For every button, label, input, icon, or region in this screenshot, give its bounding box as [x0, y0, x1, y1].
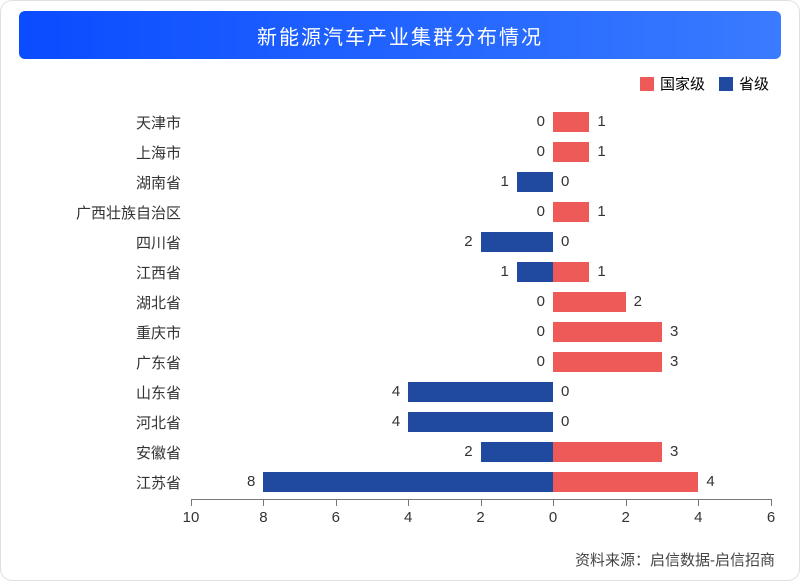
axis-tick — [263, 499, 264, 506]
chart-row: 重庆市 0 3 — [1, 317, 800, 347]
value-label-left: 1 — [500, 172, 508, 192]
value-label-left: 0 — [537, 142, 545, 162]
value-label-left: 0 — [537, 352, 545, 372]
bar-national — [553, 112, 589, 132]
category-label: 河北省 — [136, 412, 181, 433]
value-label-right: 0 — [561, 382, 569, 402]
chart-row: 广西壮族自治区 0 1 — [1, 197, 800, 227]
axis-tick-label: 0 — [549, 509, 557, 526]
legend-swatch — [640, 77, 654, 91]
value-label-left: 2 — [464, 442, 472, 462]
category-label: 广西壮族自治区 — [76, 202, 181, 223]
axis-tick — [698, 499, 699, 506]
category-label: 上海市 — [136, 142, 181, 163]
value-label-right: 3 — [670, 352, 678, 372]
value-label-left: 4 — [392, 382, 400, 402]
category-label: 广东省 — [136, 352, 181, 373]
bar-provincial — [263, 472, 553, 492]
chart-row: 江苏省 8 4 — [1, 467, 800, 497]
value-label-left: 1 — [500, 262, 508, 282]
bar-national — [553, 202, 589, 222]
chart-container: 新能源汽车产业集群分布情况 国家级省级 1086420246 天津市01上海市0… — [0, 0, 800, 581]
legend: 国家级 省级 — [640, 73, 769, 94]
value-label-left: 0 — [537, 112, 545, 132]
value-label-right: 0 — [561, 172, 569, 192]
bar-national — [553, 442, 662, 462]
axis-tick-label: 2 — [621, 509, 629, 526]
axis-tick-label: 10 — [183, 509, 200, 526]
chart-row: 河北省 4 0 — [1, 407, 800, 437]
value-label-right: 2 — [634, 292, 642, 312]
category-label: 江西省 — [136, 262, 181, 283]
axis-tick — [553, 499, 554, 506]
legend-item: 省级 — [719, 73, 769, 94]
value-label-right: 1 — [597, 262, 605, 282]
value-label-right: 1 — [597, 202, 605, 222]
bar-provincial — [408, 382, 553, 402]
bar-provincial — [408, 412, 553, 432]
value-label-left: 2 — [464, 232, 472, 252]
category-label: 天津市 — [136, 112, 181, 133]
legend-swatch — [719, 77, 733, 91]
axis-tick — [626, 499, 627, 506]
category-label: 山东省 — [136, 382, 181, 403]
bar-provincial — [517, 262, 553, 282]
axis-tick — [481, 499, 482, 506]
value-label-right: 1 — [597, 142, 605, 162]
chart-plot-area: 1086420246 天津市01上海市01湖南省10广西壮族自治区01四川省20… — [1, 101, 800, 531]
bar-national — [553, 472, 698, 492]
axis-tick — [408, 499, 409, 506]
bar-national — [553, 352, 662, 372]
legend-item: 国家级 — [640, 73, 705, 94]
chart-row: 湖南省 1 0 — [1, 167, 800, 197]
chart-row: 四川省 2 0 — [1, 227, 800, 257]
value-label-right: 3 — [670, 322, 678, 342]
chart-title: 新能源汽车产业集群分布情况 — [257, 21, 543, 50]
category-label: 湖南省 — [136, 172, 181, 193]
value-label-right: 4 — [706, 472, 714, 492]
axis-tick — [336, 499, 337, 506]
category-label: 重庆市 — [136, 322, 181, 343]
chart-row: 广东省 0 3 — [1, 347, 800, 377]
legend-label: 省级 — [739, 73, 769, 94]
category-label: 江苏省 — [136, 472, 181, 493]
axis-tick-label: 4 — [404, 509, 412, 526]
bar-national — [553, 142, 589, 162]
bar-provincial — [481, 442, 553, 462]
value-label-right: 1 — [597, 112, 605, 132]
axis-tick — [191, 499, 192, 506]
value-label-left: 0 — [537, 322, 545, 342]
bar-provincial — [481, 232, 553, 252]
bar-provincial — [517, 172, 553, 192]
chart-row: 上海市 0 1 — [1, 137, 800, 167]
axis-tick-label: 6 — [767, 509, 775, 526]
axis-tick-label: 2 — [476, 509, 484, 526]
value-label-right: 0 — [561, 412, 569, 432]
chart-row: 天津市 0 1 — [1, 107, 800, 137]
axis-tick-label: 8 — [259, 509, 267, 526]
category-label: 四川省 — [136, 232, 181, 253]
value-label-left: 0 — [537, 292, 545, 312]
chart-row: 江西省 1 1 — [1, 257, 800, 287]
chart-row: 湖北省 0 2 — [1, 287, 800, 317]
category-label: 安徽省 — [136, 442, 181, 463]
source-attribution: 资料来源：启信数据-启信招商 — [575, 549, 775, 570]
value-label-right: 3 — [670, 442, 678, 462]
category-label: 湖北省 — [136, 292, 181, 313]
value-label-left: 4 — [392, 412, 400, 432]
bar-national — [553, 322, 662, 342]
axis-tick-label: 6 — [332, 509, 340, 526]
value-label-left: 0 — [537, 202, 545, 222]
bar-national — [553, 262, 589, 282]
value-label-right: 0 — [561, 232, 569, 252]
title-bar: 新能源汽车产业集群分布情况 — [19, 11, 781, 59]
chart-row: 安徽省 2 3 — [1, 437, 800, 467]
axis-tick — [771, 499, 772, 506]
chart-row: 山东省 4 0 — [1, 377, 800, 407]
axis-tick-label: 4 — [694, 509, 702, 526]
value-label-left: 8 — [247, 472, 255, 492]
legend-label: 国家级 — [660, 73, 705, 94]
bar-national — [553, 292, 626, 312]
